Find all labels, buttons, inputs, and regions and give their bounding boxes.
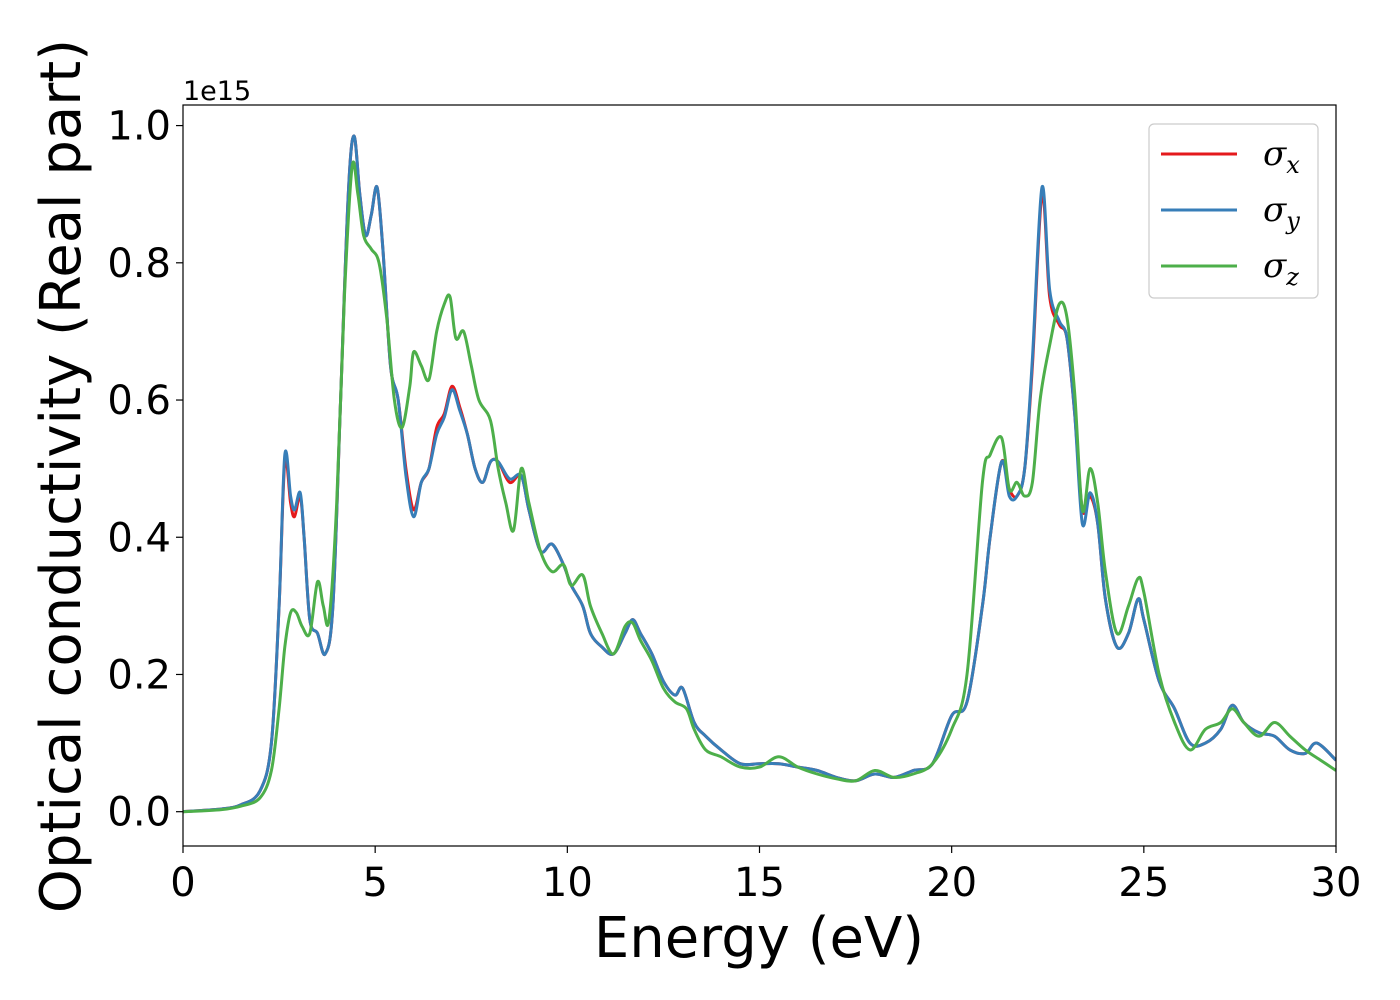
series-layer (183, 134, 1336, 814)
legend-label-x: σx (1263, 134, 1300, 179)
y-offset-label: 1e15 (183, 76, 251, 107)
x-tick-label: 30 (1311, 860, 1362, 906)
y-tick-label: 0.8 (107, 241, 171, 287)
x-tick-label: 20 (926, 860, 977, 906)
legend-label-y: σy (1263, 190, 1300, 235)
y-tick-label: 0.2 (107, 652, 171, 698)
x-tick-label: 0 (170, 860, 195, 906)
x-tick-label: 5 (362, 860, 387, 906)
y-axis-ticks: 0.0 0.2 0.4 0.6 0.8 1.0 (107, 104, 183, 836)
y-axis-title: Optical conductivity (Real part) (29, 39, 94, 913)
y-tick-label: 0.6 (107, 378, 171, 424)
legend-label-z: σz (1263, 246, 1299, 291)
x-axis-ticks: 0 5 10 15 20 25 30 (170, 846, 1361, 906)
y-tick-label: 0.0 (107, 790, 171, 836)
series-line-z (183, 160, 1336, 814)
x-axis-title: Energy (eV) (594, 906, 924, 971)
x-tick-label: 25 (1118, 860, 1169, 906)
x-tick-label: 10 (542, 860, 593, 906)
legend: σx σy σz (1148, 123, 1319, 299)
y-tick-label: 1.0 (107, 104, 171, 150)
y-tick-label: 0.4 (107, 515, 171, 561)
x-tick-label: 15 (734, 860, 785, 906)
